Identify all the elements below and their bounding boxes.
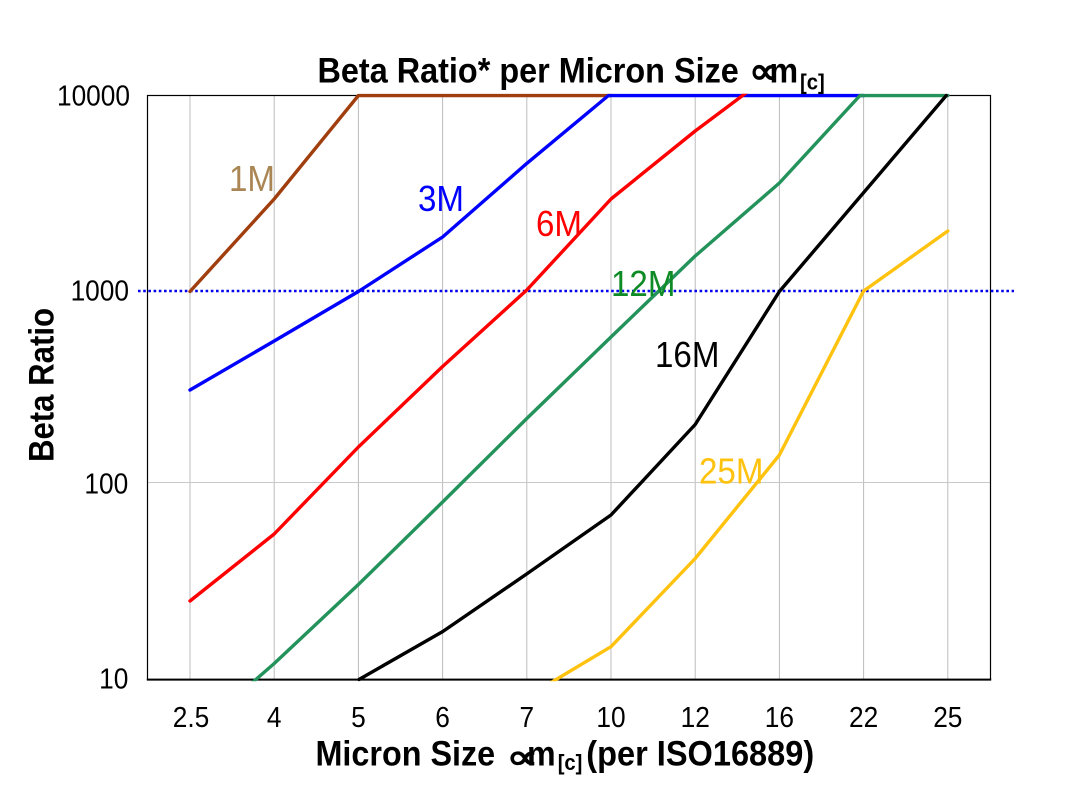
svg-text:Micron Size: Micron Size bbox=[316, 735, 496, 773]
svg-text:10000: 10000 bbox=[57, 79, 130, 111]
svg-text:5: 5 bbox=[351, 701, 366, 733]
svg-text:m: m bbox=[770, 52, 799, 91]
svg-text:[c]: [c] bbox=[800, 71, 825, 95]
svg-text:10: 10 bbox=[99, 662, 128, 694]
svg-text:∝: ∝ bbox=[749, 51, 777, 93]
svg-text:2.5: 2.5 bbox=[173, 701, 210, 733]
svg-text:∝: ∝ bbox=[506, 739, 538, 776]
svg-text:22: 22 bbox=[849, 701, 878, 733]
svg-text:1M: 1M bbox=[229, 160, 275, 200]
svg-text:16: 16 bbox=[765, 701, 794, 733]
svg-text:12: 12 bbox=[681, 701, 710, 733]
svg-text:[c]: [c] bbox=[558, 751, 583, 775]
svg-text:10: 10 bbox=[596, 701, 625, 733]
svg-text:Beta Ratio* per Micron Size: Beta Ratio* per Micron Size bbox=[318, 51, 739, 90]
svg-text:25: 25 bbox=[933, 701, 962, 733]
svg-text:(per ISO16889): (per ISO16889) bbox=[586, 734, 814, 773]
svg-text:16M: 16M bbox=[655, 336, 719, 376]
svg-text:m: m bbox=[527, 735, 556, 774]
svg-text:100: 100 bbox=[84, 467, 128, 499]
svg-text:3M: 3M bbox=[418, 180, 464, 220]
svg-text:12M: 12M bbox=[611, 265, 675, 305]
svg-text:6M: 6M bbox=[536, 205, 582, 245]
svg-text:25M: 25M bbox=[699, 452, 763, 492]
svg-text:Beta Ratio: Beta Ratio bbox=[23, 308, 62, 462]
svg-text:4: 4 bbox=[267, 701, 282, 733]
svg-text:7: 7 bbox=[519, 701, 534, 733]
svg-text:6: 6 bbox=[435, 701, 450, 733]
svg-text:1000: 1000 bbox=[71, 274, 129, 306]
